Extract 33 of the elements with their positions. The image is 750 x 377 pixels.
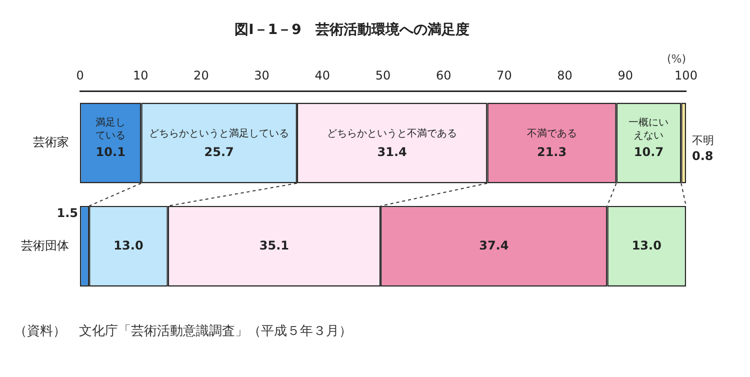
data-label: 35.1 <box>259 238 290 252</box>
chart-title: 図Ⅰ－1－9 芸術活動環境への満足度 <box>234 21 470 38</box>
data-label: 25.7 <box>204 145 234 160</box>
series-label: 不満である <box>526 128 577 140</box>
x-tick-label: 50 <box>375 68 391 82</box>
data-label: 21.3 <box>536 145 567 160</box>
series-label: 不明 <box>692 134 714 147</box>
x-tick-label: 20 <box>194 68 209 82</box>
data-label: 13.0 <box>632 238 662 252</box>
data-label: 37.4 <box>479 238 509 252</box>
data-label: 10.1 <box>96 145 126 160</box>
x-tick-label: 70 <box>496 68 512 82</box>
x-tick-label: 40 <box>314 68 330 82</box>
data-label: 1.5 <box>56 206 78 220</box>
x-tick-label: 100 <box>674 68 698 82</box>
text: （資料） 文化庁「芸術活動意識調査」（平成５年３月） <box>14 323 353 340</box>
x-tick-label: 10 <box>132 68 148 82</box>
series-label: 一概にいえない <box>628 116 669 142</box>
data-label: 31.4 <box>377 145 407 160</box>
x-tick-label: 90 <box>618 68 634 82</box>
data-label: 0.8 <box>692 149 714 164</box>
data-label: 13.0 <box>114 238 144 252</box>
series-label: 満足している <box>96 116 126 142</box>
x-tick-label: 80 <box>557 68 572 82</box>
series-label: どちらかというと不満である <box>327 128 458 140</box>
y-tick-label: 芸術家 <box>33 135 69 150</box>
x-tick-label: 30 <box>254 68 270 82</box>
x-tick-label: 0 <box>76 68 84 82</box>
x-axis-title: (%) <box>666 52 686 66</box>
x-tick-label: 60 <box>436 68 452 82</box>
series-label: どちらかというと満足している <box>149 128 290 140</box>
data-label: 10.7 <box>634 145 664 160</box>
y-tick-label: 芸術団体 <box>21 238 69 252</box>
